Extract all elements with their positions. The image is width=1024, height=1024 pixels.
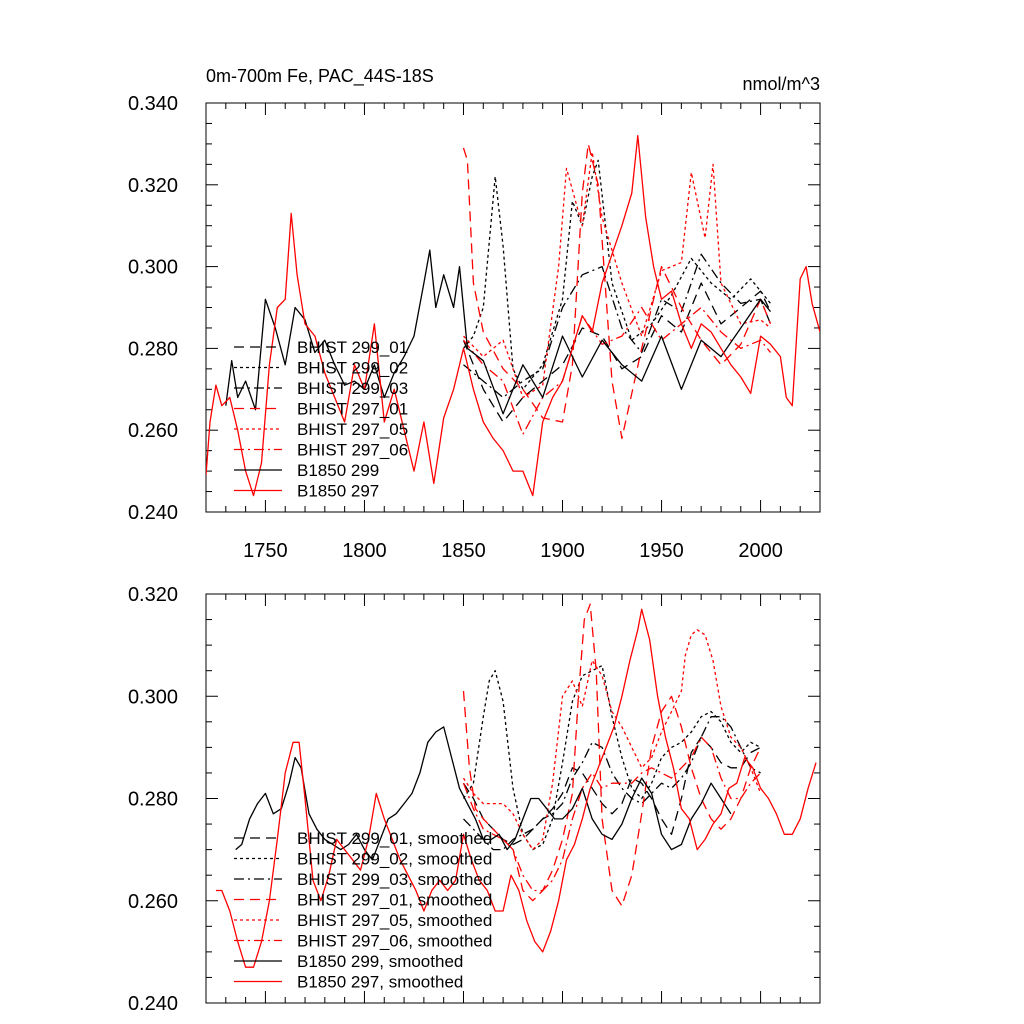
plot-title-left: 0m-700m Fe, PAC_44S-18S bbox=[206, 66, 434, 87]
series-line bbox=[206, 135, 820, 497]
y-tick-label: 0.300 bbox=[128, 257, 178, 279]
y-tick-label: 0.260 bbox=[128, 420, 178, 442]
legend-label: B1850 299 bbox=[297, 461, 379, 480]
series-line bbox=[462, 629, 762, 851]
series-group bbox=[215, 603, 817, 968]
legend-label: B1850 297, smoothed bbox=[297, 973, 463, 992]
x-tick-label: 1800 bbox=[342, 540, 387, 562]
legend-label: BHIST 297_06, smoothed bbox=[297, 932, 492, 951]
y-tick-label: 0.280 bbox=[128, 789, 178, 811]
series-line bbox=[463, 151, 771, 399]
x-tick-label: 1950 bbox=[639, 540, 684, 562]
series-line bbox=[463, 253, 772, 399]
legend-label: BHIST 297_05 bbox=[297, 420, 408, 439]
series-line bbox=[215, 608, 817, 968]
x-tick-label: 2000 bbox=[738, 540, 783, 562]
y-tick-label: 0.340 bbox=[128, 93, 178, 115]
legend-label: B1850 299, smoothed bbox=[297, 952, 463, 971]
legend-label: B1850 297 bbox=[297, 482, 379, 501]
y-tick-label: 0.260 bbox=[128, 891, 178, 913]
series-line bbox=[462, 736, 762, 892]
series-line bbox=[463, 716, 761, 851]
x-tick-label: 1850 bbox=[441, 540, 486, 562]
plot-title-right: nmol/m^3 bbox=[743, 74, 820, 94]
bottom-panel: 0.320 0.300 0.280 0.260 0.240 BHIST 299_01, s… bbox=[128, 584, 821, 1015]
legend-label: BHIST 297_05, smoothed bbox=[297, 911, 492, 930]
x-tick-label: 1750 bbox=[243, 540, 288, 562]
series-line bbox=[225, 249, 772, 415]
series-line bbox=[462, 143, 772, 440]
y-tick-label: 0.320 bbox=[128, 175, 178, 197]
y-tick-label: 0.320 bbox=[128, 584, 178, 606]
legend-label: BHIST 299_01 bbox=[297, 338, 408, 357]
legend-label: BHIST 299_02, smoothed bbox=[297, 850, 492, 869]
legend-label: BHIST 299_02 bbox=[297, 359, 408, 378]
series-group bbox=[206, 135, 820, 497]
legend-label: BHIST 297_01, smoothed bbox=[297, 891, 492, 910]
x-tick-label: 1900 bbox=[540, 540, 585, 562]
series-line bbox=[462, 306, 772, 435]
series-line bbox=[462, 159, 772, 390]
top-panel: 0.340 0.320 0.300 0.280 0.260 0.240 1750 1800 18… bbox=[128, 93, 821, 562]
series-line bbox=[462, 603, 762, 907]
legend-label: BHIST 297_01 bbox=[297, 400, 408, 419]
legend-label: BHIST 299_03, smoothed bbox=[297, 870, 492, 889]
legend-label: BHIST 299_03 bbox=[297, 379, 408, 398]
legend-label: BHIST 297_06 bbox=[297, 441, 408, 460]
y-tick-label: 0.300 bbox=[128, 686, 178, 708]
y-tick-label: 0.280 bbox=[128, 338, 178, 360]
series-line bbox=[235, 726, 732, 861]
legend-label: BHIST 299_01, smoothed bbox=[297, 829, 492, 848]
y-tick-label: 0.240 bbox=[128, 502, 178, 524]
series-line bbox=[462, 282, 772, 423]
y-tick-label: 0.240 bbox=[128, 993, 178, 1015]
